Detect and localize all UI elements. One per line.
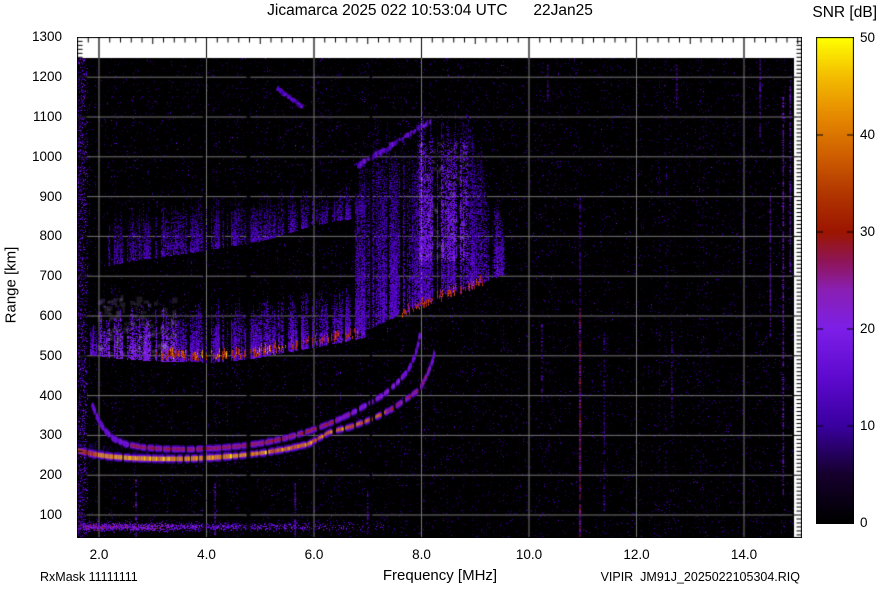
- y-tick-label: 100: [39, 507, 62, 522]
- x-tick-label: 14.0: [730, 547, 758, 562]
- colorbar-tick-label: 50: [860, 30, 876, 45]
- y-tick-label: 200: [39, 467, 62, 483]
- x-tick-label: 12.0: [623, 547, 650, 562]
- source-file-text: VIPIR JM91J_2025022105304.RIQ: [600, 570, 800, 584]
- x-tick-label: 4.0: [197, 547, 216, 562]
- y-tick-label: 300: [39, 427, 62, 443]
- y-tick-label: 1300: [31, 29, 62, 45]
- y-tick-label: 900: [39, 188, 62, 204]
- y-tick-label: 400: [39, 387, 62, 403]
- y-tick-label: 1100: [32, 109, 62, 124]
- x-axis-label: Frequency [MHz]: [382, 567, 498, 584]
- y-tick-label: 500: [39, 347, 62, 363]
- colorbar-title: SNR [dB]: [812, 4, 877, 21]
- rxmask-text: RxMask 11111111: [40, 570, 138, 584]
- y-tick-label: 1200: [31, 69, 62, 85]
- ionogram-canvas: [77, 37, 802, 538]
- x-tick-label: 10.0: [515, 547, 543, 562]
- x-tick-label: 2.0: [89, 547, 109, 562]
- colorbar-tick-label: 10: [860, 418, 876, 433]
- colorbar-tick-label: 40: [860, 127, 876, 142]
- colorbar-tick-label: 0: [860, 515, 868, 530]
- y-tick-label: 700: [39, 268, 62, 284]
- colorbar-tick-label: 20: [860, 321, 876, 336]
- y-tick-label: 600: [39, 308, 62, 323]
- x-tick-label: 6.0: [304, 547, 324, 562]
- colorbar-canvas: [816, 37, 854, 524]
- y-tick-label: 1000: [31, 148, 62, 164]
- plot-title: Jicamarca 2025 022 10:53:04 UTC 22Jan25: [267, 2, 593, 19]
- x-tick-label: 8.0: [412, 547, 431, 562]
- colorbar-tick-label: 30: [860, 224, 876, 239]
- y-tick-label: 800: [39, 228, 62, 244]
